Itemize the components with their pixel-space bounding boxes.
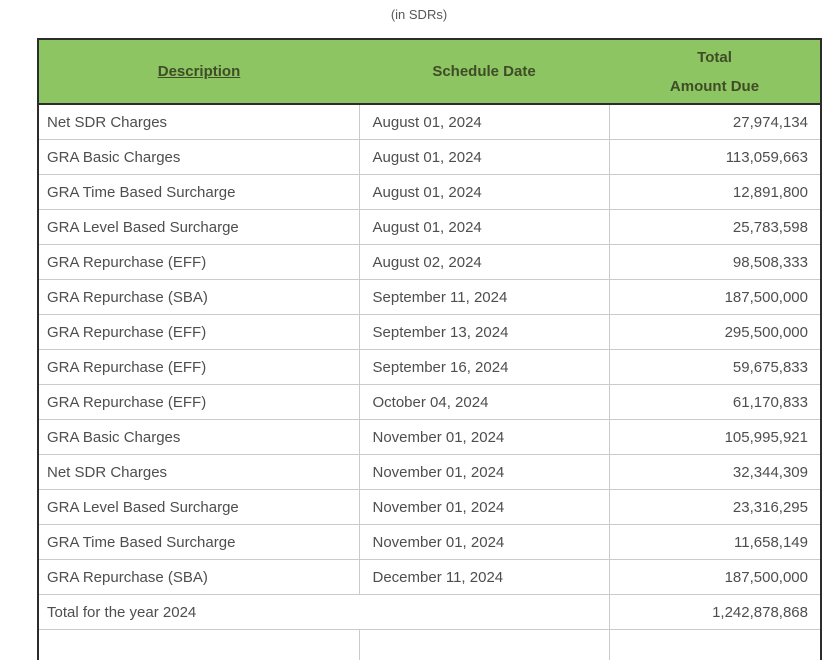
schedule-date-cell: October 04, 2024 xyxy=(359,385,609,420)
schedule-date-cell: August 01, 2024 xyxy=(359,140,609,175)
schedule-date-cell: November 01, 2024 xyxy=(359,420,609,455)
total-label-line1: Total xyxy=(609,43,820,72)
schedule-date-cell: November 01, 2024 xyxy=(359,525,609,560)
schedule-table-container: Description Schedule Date Total Amount D… xyxy=(37,38,822,660)
page-title: (in SDRs) xyxy=(0,0,838,22)
schedule-table: Description Schedule Date Total Amount D… xyxy=(39,40,820,660)
description-cell: GRA Repurchase (EFF) xyxy=(39,350,359,385)
empty-amount-cell xyxy=(609,630,820,660)
description-cell: GRA Repurchase (EFF) xyxy=(39,385,359,420)
description-cell: GRA Repurchase (SBA) xyxy=(39,560,359,595)
schedule-date-cell: November 01, 2024 xyxy=(359,490,609,525)
table-footer: Total for the year 2024 1,242,878,868 xyxy=(39,595,820,660)
schedule-date-cell: November 01, 2024 xyxy=(359,455,609,490)
total-amount-due-cell: 187,500,000 xyxy=(609,280,820,315)
column-header-schedule-date: Schedule Date xyxy=(359,40,609,104)
description-cell: GRA Time Based Surcharge xyxy=(39,175,359,210)
column-header-total-amount-due: Total Amount Due xyxy=(609,40,820,104)
total-row: Total for the year 2024 1,242,878,868 xyxy=(39,595,820,630)
total-amount-due-cell: 61,170,833 xyxy=(609,385,820,420)
total-amount-due-cell: 113,059,663 xyxy=(609,140,820,175)
schedule-date-cell: September 16, 2024 xyxy=(359,350,609,385)
total-amount-due-cell: 23,316,295 xyxy=(609,490,820,525)
total-amount-due-cell: 105,995,921 xyxy=(609,420,820,455)
schedule-date-label: Schedule Date xyxy=(432,63,535,80)
description-cell: GRA Repurchase (EFF) xyxy=(39,315,359,350)
total-amount-due-cell: 11,658,149 xyxy=(609,525,820,560)
description-cell: GRA Time Based Surcharge xyxy=(39,525,359,560)
description-cell: GRA Basic Charges xyxy=(39,420,359,455)
description-cell: Net SDR Charges xyxy=(39,104,359,140)
description-cell: GRA Basic Charges xyxy=(39,140,359,175)
empty-row xyxy=(39,630,820,660)
schedule-date-cell: August 01, 2024 xyxy=(359,104,609,140)
total-row-amount: 1,242,878,868 xyxy=(609,595,820,630)
empty-description-cell xyxy=(39,630,359,660)
schedule-date-cell: August 01, 2024 xyxy=(359,175,609,210)
total-amount-due-cell: 187,500,000 xyxy=(609,560,820,595)
schedule-date-cell: August 02, 2024 xyxy=(359,245,609,280)
schedule-date-cell: September 11, 2024 xyxy=(359,280,609,315)
table-header: Description Schedule Date Total Amount D… xyxy=(39,40,820,104)
total-amount-due-cell: 25,783,598 xyxy=(609,210,820,245)
description-cell: GRA Repurchase (EFF) xyxy=(39,245,359,280)
total-label-line2: Amount Due xyxy=(609,72,820,101)
total-amount-due-cell: 27,974,134 xyxy=(609,104,820,140)
total-amount-due-cell: 98,508,333 xyxy=(609,245,820,280)
empty-schedule-date-cell xyxy=(359,630,609,660)
description-cell: Net SDR Charges xyxy=(39,455,359,490)
column-header-description[interactable]: Description xyxy=(39,40,359,104)
total-row-label: Total for the year 2024 xyxy=(39,595,609,630)
total-amount-due-cell: 12,891,800 xyxy=(609,175,820,210)
schedule-date-cell: December 11, 2024 xyxy=(359,560,609,595)
schedule-date-cell: September 13, 2024 xyxy=(359,315,609,350)
total-amount-due-cell: 59,675,833 xyxy=(609,350,820,385)
total-amount-due-cell: 295,500,000 xyxy=(609,315,820,350)
description-cell: GRA Level Based Surcharge xyxy=(39,490,359,525)
header-row: Description Schedule Date Total Amount D… xyxy=(39,40,820,104)
description-cell: GRA Repurchase (SBA) xyxy=(39,280,359,315)
schedule-date-cell: August 01, 2024 xyxy=(359,210,609,245)
total-amount-due-cell: 32,344,309 xyxy=(609,455,820,490)
description-cell: GRA Level Based Surcharge xyxy=(39,210,359,245)
description-sort-link[interactable]: Description xyxy=(158,63,241,80)
